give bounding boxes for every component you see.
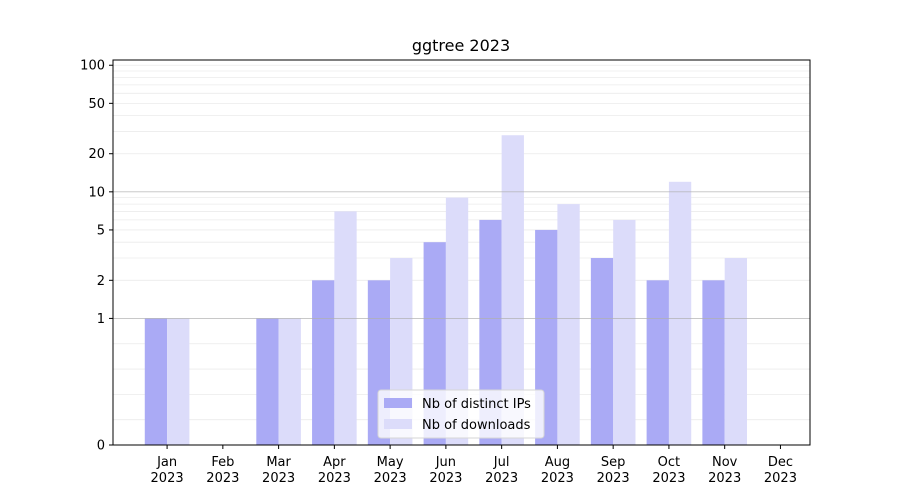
bar-downloads (613, 219, 636, 445)
legend-label-distinct-ips: Nb of distinct IPs (422, 397, 531, 412)
x-tick-label-month: May (377, 455, 404, 470)
reference-lines (113, 191, 810, 319)
x-tick-label-year: 2023 (652, 471, 685, 486)
bar-downloads (167, 318, 190, 445)
y-tick-label: 20 (88, 147, 105, 162)
legend-swatch-distinct-ips (384, 398, 412, 408)
bar-distinct-ips (256, 318, 279, 445)
bar-downloads (668, 181, 692, 445)
x-tick-label-month: Jan (156, 455, 177, 470)
y-tick-label: 1 (97, 312, 105, 327)
x-tick-label-year: 2023 (485, 471, 518, 486)
x-tick-label-month: Nov (712, 455, 738, 470)
plot-frame (112, 59, 811, 446)
x-tick-label-year: 2023 (429, 471, 462, 486)
x-axis-ticks: Jan2023Feb2023Mar2023Apr2023May2023Jun20… (151, 445, 797, 486)
x-tick-label-month: Sep (601, 455, 626, 470)
x-tick-label-month: Jul (493, 455, 510, 470)
legend-box (377, 389, 545, 439)
bar-downloads (557, 204, 580, 445)
x-tick-label-month: Aug (545, 455, 570, 470)
bar-distinct-ips (590, 258, 614, 445)
bar-downloads (501, 135, 524, 445)
x-tick-label-year: 2023 (151, 471, 184, 486)
legend-label-downloads: Nb of downloads (422, 418, 531, 433)
y-tick-label: 0 (97, 439, 105, 454)
bar-downloads (278, 318, 301, 445)
x-tick-label-year: 2023 (597, 471, 630, 486)
bar-distinct-ips (312, 280, 335, 445)
bar-distinct-ips (479, 219, 502, 445)
x-tick-label-month: Apr (323, 455, 346, 470)
chart-title: ggtree 2023 (412, 36, 510, 55)
x-tick-label-month: Jun (435, 455, 456, 470)
bar-downloads (334, 211, 357, 445)
x-tick-label-year: 2023 (764, 471, 797, 486)
bar-distinct-ips (144, 318, 168, 445)
x-tick-label-year: 2023 (541, 471, 574, 486)
x-tick-label-year: 2023 (374, 471, 407, 486)
y-tick-label: 2 (97, 274, 105, 289)
legend-swatch-downloads (384, 419, 412, 429)
bar-distinct-ips (646, 280, 669, 445)
x-tick-label-month: Dec (768, 455, 793, 470)
legend: Nb of distinct IPs Nb of downloads (377, 389, 545, 439)
bar-downloads (445, 197, 469, 445)
y-axis-ticks: 0 1 2 5 10 20 50 100 (80, 59, 113, 454)
x-tick-label-year: 2023 (318, 471, 351, 486)
x-tick-label-year: 2023 (206, 471, 239, 486)
bar-distinct-ips (702, 280, 725, 445)
x-tick-label-month: Mar (266, 455, 291, 470)
x-tick-label-year: 2023 (708, 471, 741, 486)
x-tick-label-month: Feb (211, 455, 234, 470)
x-tick-label-year: 2023 (262, 471, 295, 486)
y-tick-label: 50 (88, 97, 105, 112)
bar-downloads (724, 258, 747, 445)
y-tick-label: 10 (88, 185, 105, 200)
x-tick-label-month: Oct (658, 455, 680, 470)
y-tick-label: 5 (97, 223, 105, 238)
y-tick-label: 100 (80, 59, 105, 74)
